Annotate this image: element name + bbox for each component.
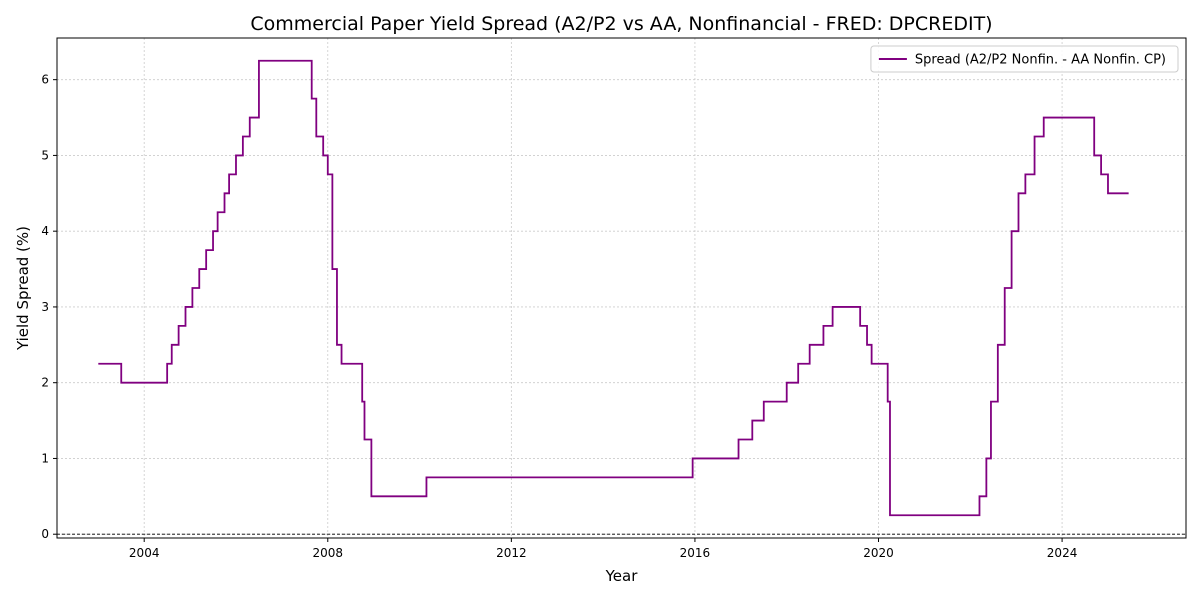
x-tick-label: 2012 [496, 546, 527, 560]
series-layer [98, 59, 1129, 517]
y-tick-label: 2 [41, 376, 49, 390]
x-tick-label: 2024 [1047, 546, 1078, 560]
y-tick-label: 4 [41, 224, 49, 238]
x-tick-label: 2020 [863, 546, 894, 560]
chart-title: Commercial Paper Yield Spread (A2/P2 vs … [250, 13, 992, 35]
y-tick-label: 0 [41, 527, 49, 541]
y-axis-label: Yield Spread (%) [14, 226, 32, 351]
series-line [98, 59, 1129, 517]
y-tick-label: 5 [41, 148, 49, 162]
x-tick-label: 2008 [313, 546, 344, 560]
legend-box [870, 45, 1179, 73]
y-tick-label: 3 [41, 300, 49, 314]
grid [57, 38, 1186, 538]
x-tick-label: 2016 [680, 546, 711, 560]
y-tick-label: 1 [41, 451, 49, 465]
x-tick-label: 2004 [129, 546, 160, 560]
x-axis: 2004 2008 2012 2016 2020 2024 [129, 538, 1077, 560]
legend: Spread (A2/P2 Nonfin. - AA Nonfin. CP) [870, 45, 1179, 73]
y-tick-label: 6 [41, 73, 49, 87]
y-axis: 0 1 2 3 4 5 6 [41, 73, 57, 541]
plot-frame [56, 37, 1187, 539]
x-axis-label: Year [605, 567, 639, 585]
legend-entry-label: Spread (A2/P2 Nonfin. - AA Nonfin. CP) [915, 53, 1166, 68]
